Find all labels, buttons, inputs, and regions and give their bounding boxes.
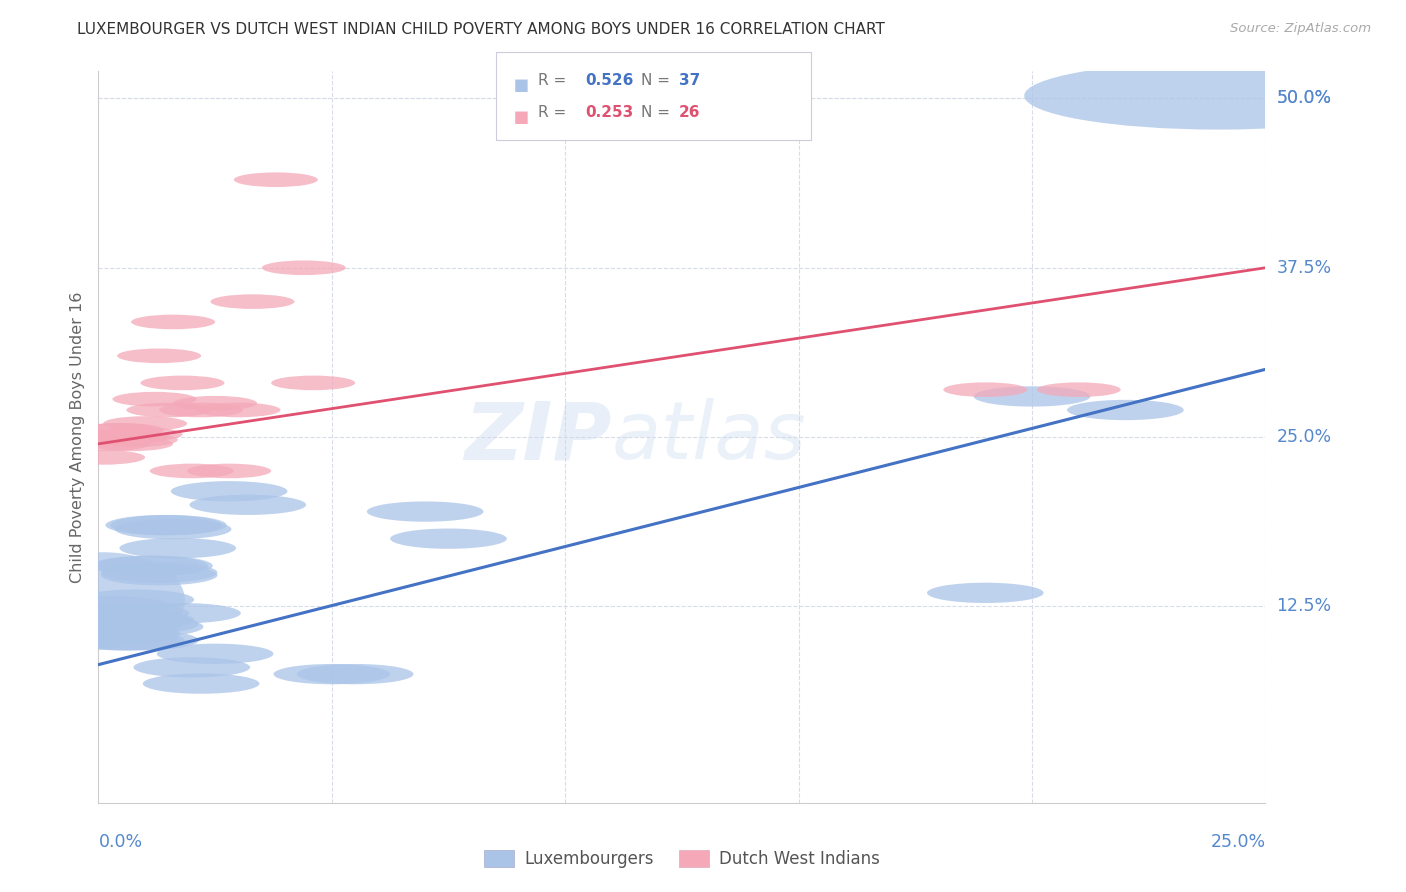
- Text: 0.0%: 0.0%: [98, 833, 142, 851]
- Ellipse shape: [211, 294, 294, 309]
- Ellipse shape: [1067, 400, 1184, 420]
- Ellipse shape: [80, 423, 163, 438]
- Legend: Luxembourgers, Dutch West Indians: Luxembourgers, Dutch West Indians: [478, 844, 886, 875]
- Text: 0.253: 0.253: [585, 105, 633, 120]
- Ellipse shape: [82, 630, 198, 650]
- Text: 50.0%: 50.0%: [1277, 89, 1331, 107]
- Ellipse shape: [105, 515, 222, 535]
- Text: atlas: atlas: [612, 398, 807, 476]
- Text: 25.0%: 25.0%: [1211, 833, 1265, 851]
- Ellipse shape: [233, 172, 318, 187]
- Ellipse shape: [98, 427, 183, 442]
- Ellipse shape: [101, 562, 218, 582]
- Ellipse shape: [1036, 383, 1121, 397]
- Ellipse shape: [21, 552, 184, 647]
- Ellipse shape: [87, 616, 204, 637]
- Ellipse shape: [131, 315, 215, 329]
- Ellipse shape: [157, 644, 274, 664]
- Ellipse shape: [66, 436, 150, 451]
- Ellipse shape: [84, 430, 169, 444]
- Ellipse shape: [120, 538, 236, 558]
- Text: 0.526: 0.526: [585, 73, 633, 88]
- Ellipse shape: [262, 260, 346, 275]
- Ellipse shape: [77, 590, 194, 610]
- Ellipse shape: [63, 630, 180, 650]
- Ellipse shape: [53, 619, 170, 640]
- Text: LUXEMBOURGER VS DUTCH WEST INDIAN CHILD POVERTY AMONG BOYS UNDER 16 CORRELATION : LUXEMBOURGER VS DUTCH WEST INDIAN CHILD …: [77, 22, 886, 37]
- Ellipse shape: [170, 481, 287, 501]
- Ellipse shape: [73, 610, 190, 630]
- Text: ▪: ▪: [513, 73, 530, 97]
- Ellipse shape: [63, 624, 180, 644]
- Ellipse shape: [127, 402, 211, 417]
- Text: 37: 37: [679, 73, 700, 88]
- Text: 37.5%: 37.5%: [1277, 259, 1331, 277]
- Ellipse shape: [297, 664, 413, 684]
- Ellipse shape: [274, 664, 391, 684]
- Ellipse shape: [103, 417, 187, 431]
- Ellipse shape: [110, 515, 226, 535]
- Ellipse shape: [190, 495, 307, 515]
- Ellipse shape: [927, 582, 1043, 603]
- Text: N =: N =: [641, 73, 675, 88]
- Ellipse shape: [187, 464, 271, 478]
- Y-axis label: Child Poverty Among Boys Under 16: Child Poverty Among Boys Under 16: [69, 292, 84, 582]
- Ellipse shape: [391, 528, 508, 549]
- Text: ZIP: ZIP: [464, 398, 612, 476]
- Ellipse shape: [150, 464, 233, 478]
- Text: 12.5%: 12.5%: [1277, 598, 1331, 615]
- Ellipse shape: [271, 376, 356, 390]
- Ellipse shape: [70, 430, 155, 444]
- Ellipse shape: [115, 519, 232, 540]
- Ellipse shape: [53, 596, 170, 616]
- Ellipse shape: [159, 402, 243, 417]
- Text: Source: ZipAtlas.com: Source: ZipAtlas.com: [1230, 22, 1371, 36]
- Ellipse shape: [73, 603, 190, 624]
- Ellipse shape: [101, 566, 218, 585]
- Text: R =: R =: [538, 73, 572, 88]
- Ellipse shape: [141, 376, 225, 390]
- Ellipse shape: [974, 386, 1091, 407]
- Ellipse shape: [49, 610, 166, 630]
- Ellipse shape: [75, 423, 159, 438]
- Ellipse shape: [943, 383, 1028, 397]
- Ellipse shape: [197, 402, 280, 417]
- Text: R =: R =: [538, 105, 572, 120]
- Ellipse shape: [96, 556, 212, 576]
- Ellipse shape: [60, 450, 145, 465]
- Ellipse shape: [67, 630, 184, 650]
- Ellipse shape: [77, 610, 194, 630]
- Ellipse shape: [112, 392, 197, 407]
- Ellipse shape: [173, 396, 257, 410]
- Text: ▪: ▪: [513, 105, 530, 129]
- Ellipse shape: [91, 556, 208, 576]
- Ellipse shape: [367, 501, 484, 522]
- Text: N =: N =: [641, 105, 675, 120]
- Ellipse shape: [94, 433, 177, 447]
- Ellipse shape: [124, 603, 240, 624]
- Ellipse shape: [89, 436, 173, 451]
- Ellipse shape: [1024, 62, 1406, 129]
- Ellipse shape: [117, 349, 201, 363]
- Ellipse shape: [82, 614, 198, 634]
- Text: 25.0%: 25.0%: [1277, 428, 1331, 446]
- Ellipse shape: [143, 673, 260, 694]
- Ellipse shape: [25, 613, 181, 640]
- Ellipse shape: [134, 657, 250, 678]
- Text: 50.0%: 50.0%: [1277, 89, 1331, 107]
- Text: 26: 26: [679, 105, 700, 120]
- Ellipse shape: [59, 606, 176, 626]
